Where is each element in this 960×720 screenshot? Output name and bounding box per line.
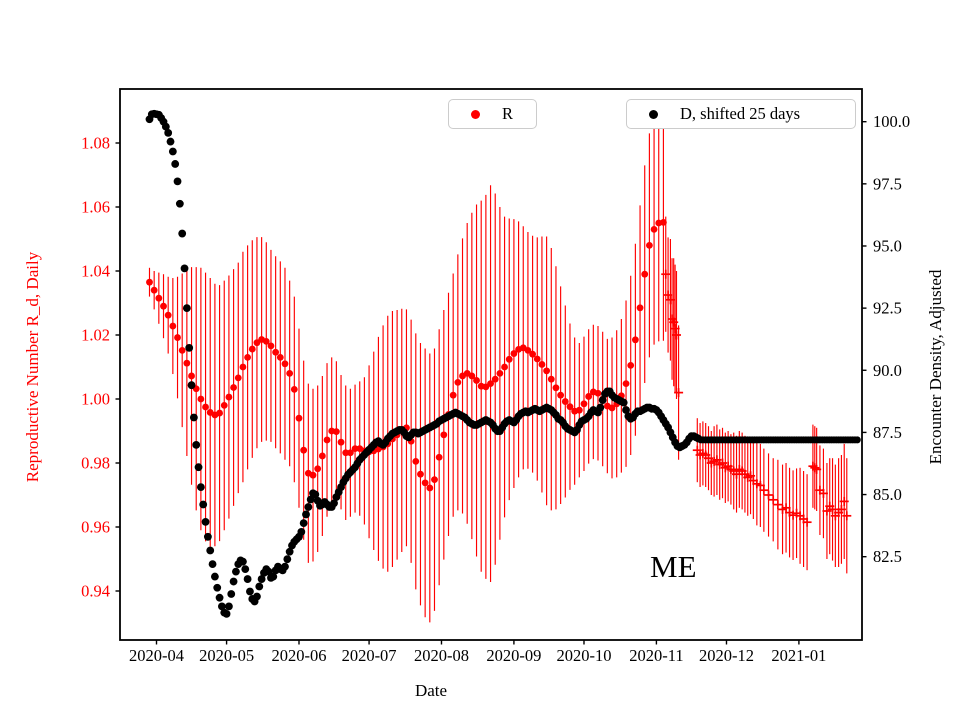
svg-text:2020-10: 2020-10 — [556, 646, 611, 665]
svg-text:1.08: 1.08 — [81, 134, 110, 153]
y-axis-right-label: Encounter Density, Adjusted — [926, 269, 945, 465]
svg-text:2020-11: 2020-11 — [629, 646, 683, 665]
legend-r-label: R — [502, 104, 514, 123]
legend-d-dot-icon — [649, 109, 658, 119]
svg-text:2020-12: 2020-12 — [699, 646, 754, 665]
svg-text:0.94: 0.94 — [81, 582, 110, 601]
svg-text:2020-05: 2020-05 — [199, 646, 254, 665]
svg-text:2020-09: 2020-09 — [486, 646, 541, 665]
svg-text:82.5: 82.5 — [873, 547, 902, 566]
legend-r-dot-icon — [471, 109, 480, 119]
svg-text:87.5: 87.5 — [873, 423, 902, 442]
svg-text:1.00: 1.00 — [81, 390, 110, 409]
svg-text:0.98: 0.98 — [81, 454, 110, 473]
svg-text:2020-08: 2020-08 — [414, 646, 469, 665]
legend-d-label: D, shifted 25 days — [680, 104, 801, 123]
legend-r: R — [448, 99, 537, 129]
svg-text:100.0: 100.0 — [873, 112, 910, 131]
svg-text:2020-07: 2020-07 — [342, 646, 397, 665]
svg-text:1.02: 1.02 — [81, 326, 110, 345]
svg-text:85.0: 85.0 — [873, 485, 902, 504]
svg-text:90.0: 90.0 — [873, 361, 902, 380]
x-axis-label: Date — [414, 681, 448, 700]
legend-d: D, shifted 25 days — [626, 99, 856, 129]
y-axis-left-label: Reproductive Number R_d, Daily — [23, 251, 42, 483]
svg-text:2020-06: 2020-06 — [271, 646, 326, 665]
svg-text:2020-04: 2020-04 — [129, 646, 184, 665]
svg-text:1.04: 1.04 — [81, 262, 110, 281]
svg-text:95.0: 95.0 — [873, 236, 902, 255]
svg-text:97.5: 97.5 — [873, 174, 902, 193]
svg-text:1.06: 1.06 — [81, 198, 110, 217]
svg-text:92.5: 92.5 — [873, 299, 902, 318]
svg-text:2021-01: 2021-01 — [771, 646, 826, 665]
svg-text:0.96: 0.96 — [81, 518, 110, 537]
state-annotation: ME — [650, 549, 697, 584]
